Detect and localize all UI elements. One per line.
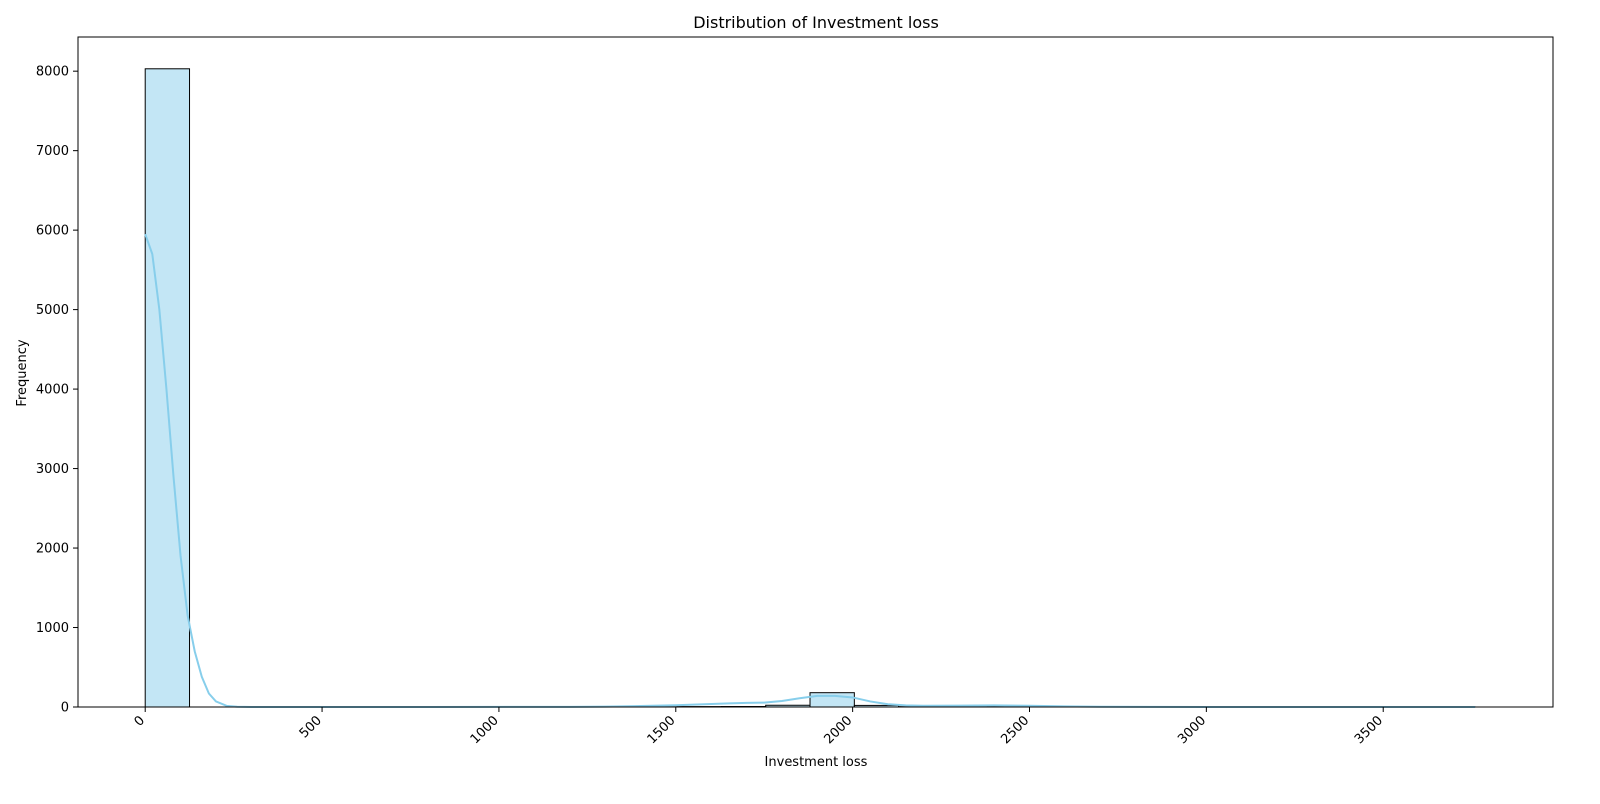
x-tick-label: 1000 [468, 713, 502, 747]
x-tick-label: 500 [297, 713, 325, 741]
y-tick-label: 2000 [36, 542, 69, 557]
x-tick-label: 3500 [1352, 713, 1386, 747]
y-tick-label: 7000 [36, 144, 69, 159]
y-tick-label: 8000 [36, 65, 69, 80]
x-tick-label: 3000 [1175, 713, 1209, 747]
chart-title: Distribution of Investment loss [693, 13, 939, 32]
x-tick-label: 0 [132, 713, 148, 729]
histogram-bar [145, 69, 189, 707]
kde-curve [145, 234, 1475, 707]
y-tick-label: 5000 [36, 303, 69, 318]
bars-group [145, 69, 1475, 707]
x-tick-label: 2500 [998, 713, 1032, 747]
y-tick-label: 0 [61, 701, 69, 716]
x-axis: 0 500 1000 1500 2000 2500 3000 3500 [132, 707, 1386, 747]
y-tick-label: 1000 [36, 621, 69, 636]
histogram-bar [810, 693, 854, 707]
x-tick-label: 2000 [821, 713, 855, 747]
y-tick-label: 6000 [36, 224, 69, 239]
y-axis: 0 1000 2000 3000 4000 5000 6000 7000 8000 [36, 65, 78, 716]
y-tick-label: 3000 [36, 462, 69, 477]
x-tick-label: 1500 [645, 713, 679, 747]
x-axis-label: Investment loss [765, 755, 868, 770]
plot-frame [78, 37, 1553, 707]
y-axis-label: Frequency [15, 339, 30, 406]
y-tick-label: 4000 [36, 383, 69, 398]
